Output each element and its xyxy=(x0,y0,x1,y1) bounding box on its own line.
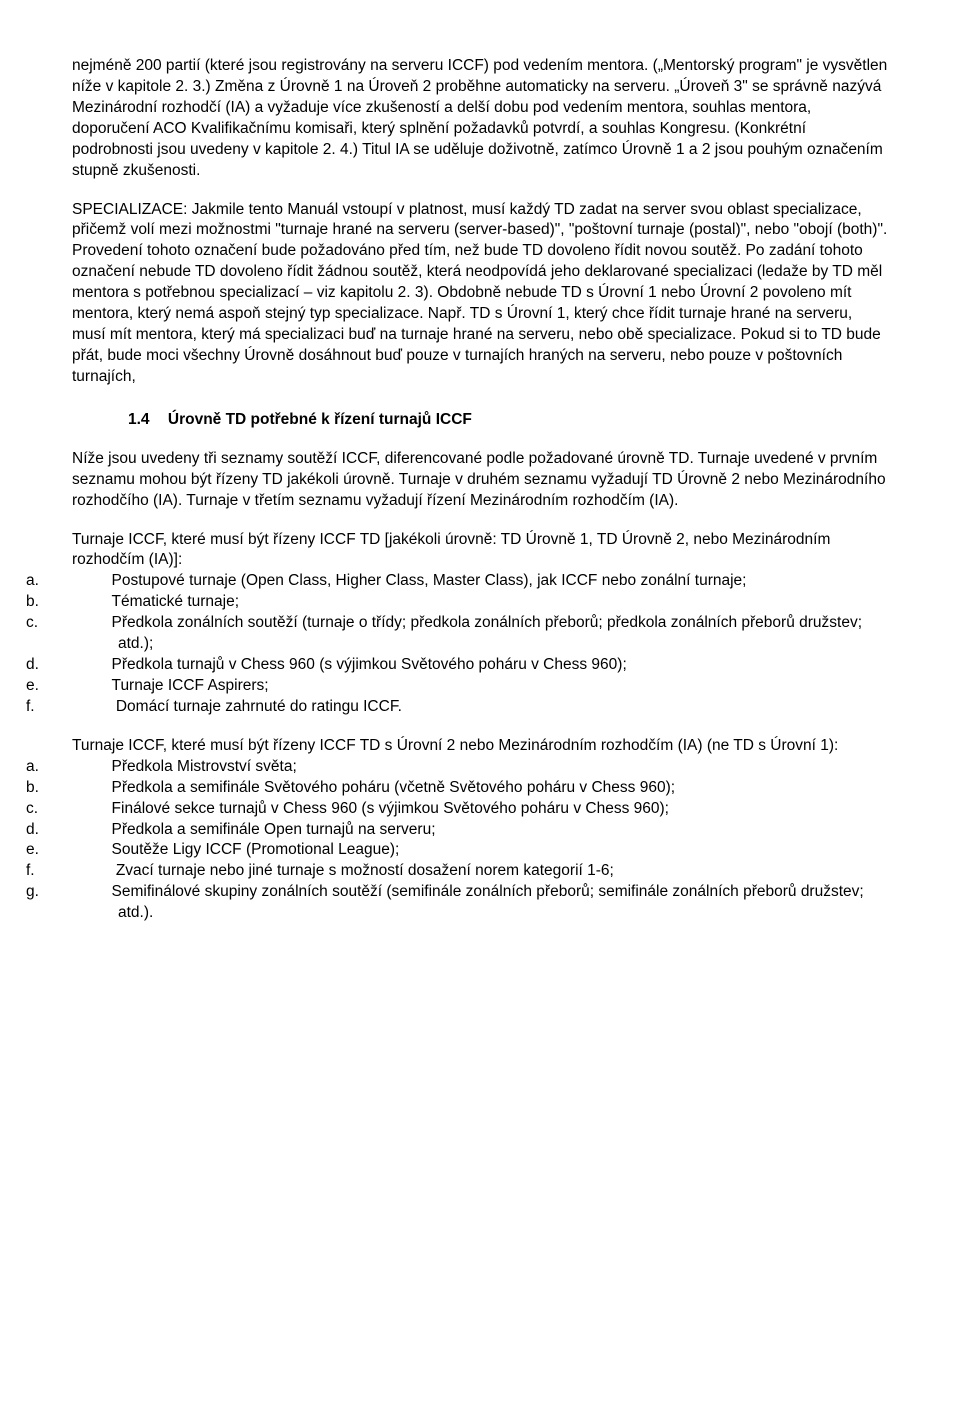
list-letter: b. xyxy=(72,592,90,613)
list-item: g. Semifinálové skupiny zonálních soutěž… xyxy=(72,882,888,924)
list-text: Postupové turnaje (Open Class, Higher Cl… xyxy=(112,572,747,589)
list-letter: d. xyxy=(72,820,90,841)
list-letter: f. xyxy=(72,697,90,718)
list-letter: f. xyxy=(72,861,90,882)
list-text: Domácí turnaje zahrnuté do ratingu ICCF. xyxy=(116,698,402,715)
list-text: Předkola zonálních soutěží (turnaje o tř… xyxy=(112,614,862,652)
list-text: Semifinálové skupiny zonálních soutěží (… xyxy=(112,883,864,921)
list-letter: g. xyxy=(72,882,90,903)
heading-text: Úrovně TD potřebné k řízení turnajů ICCF xyxy=(168,411,472,428)
list-text: Finálové sekce turnajů v Chess 960 (s vý… xyxy=(112,800,669,817)
heading-number: 1.4 xyxy=(128,410,150,431)
list-letter: d. xyxy=(72,655,90,676)
list-text: Soutěže Ligy ICCF (Promotional League); xyxy=(112,841,400,858)
list-letter: e. xyxy=(72,840,90,861)
paragraph-3: Níže jsou uvedeny tři seznamy soutěží IC… xyxy=(72,449,888,512)
list-item: e. Turnaje ICCF Aspirers; xyxy=(72,676,888,697)
list-text: Turnaje ICCF Aspirers; xyxy=(112,677,269,694)
list-letter: e. xyxy=(72,676,90,697)
list-item: b. Předkola a semifinále Světového pohár… xyxy=(72,778,888,799)
list-item: a. Předkola Mistrovství světa; xyxy=(72,757,888,778)
list-item: a. Postupové turnaje (Open Class, Higher… xyxy=(72,571,888,592)
list-item: b. Tématické turnaje; xyxy=(72,592,888,613)
list-text: Předkola a semifinále Světového poháru (… xyxy=(112,779,676,796)
list-text: Předkola turnajů v Chess 960 (s výjimkou… xyxy=(112,656,627,673)
list-item: f. Zvací turnaje nebo jiné turnaje s mož… xyxy=(72,861,888,882)
list-item: c. Finálové sekce turnajů v Chess 960 (s… xyxy=(72,799,888,820)
list-2: Turnaje ICCF, které musí být řízeny ICCF… xyxy=(72,736,888,924)
paragraph-1: nejméně 200 partií (které jsou registrov… xyxy=(72,56,888,182)
list-item: d. Předkola turnajů v Chess 960 (s výjim… xyxy=(72,655,888,676)
list-text: Zvací turnaje nebo jiné turnaje s možnos… xyxy=(116,862,614,879)
list-2-intro: Turnaje ICCF, které musí být řízeny ICCF… xyxy=(72,736,888,757)
list-letter: c. xyxy=(72,613,90,634)
list-letter: c. xyxy=(72,799,90,820)
list-item: f. Domácí turnaje zahrnuté do ratingu IC… xyxy=(72,697,888,718)
list-item: e. Soutěže Ligy ICCF (Promotional League… xyxy=(72,840,888,861)
list-text: Předkola a semifinále Open turnajů na se… xyxy=(112,821,436,838)
list-1-intro: Turnaje ICCF, které musí být řízeny ICCF… xyxy=(72,530,888,572)
list-item: c. Předkola zonálních soutěží (turnaje o… xyxy=(72,613,888,655)
list-letter: b. xyxy=(72,778,90,799)
list-1: Turnaje ICCF, které musí být řízeny ICCF… xyxy=(72,530,888,718)
paragraph-2: SPECIALIZACE: Jakmile tento Manuál vstou… xyxy=(72,200,888,388)
list-text: Předkola Mistrovství světa; xyxy=(112,758,297,775)
list-item: d. Předkola a semifinále Open turnajů na… xyxy=(72,820,888,841)
list-letter: a. xyxy=(72,571,90,592)
list-letter: a. xyxy=(72,757,90,778)
section-heading: 1.4 Úrovně TD potřebné k řízení turnajů … xyxy=(128,410,888,431)
list-text: Tématické turnaje; xyxy=(112,593,240,610)
